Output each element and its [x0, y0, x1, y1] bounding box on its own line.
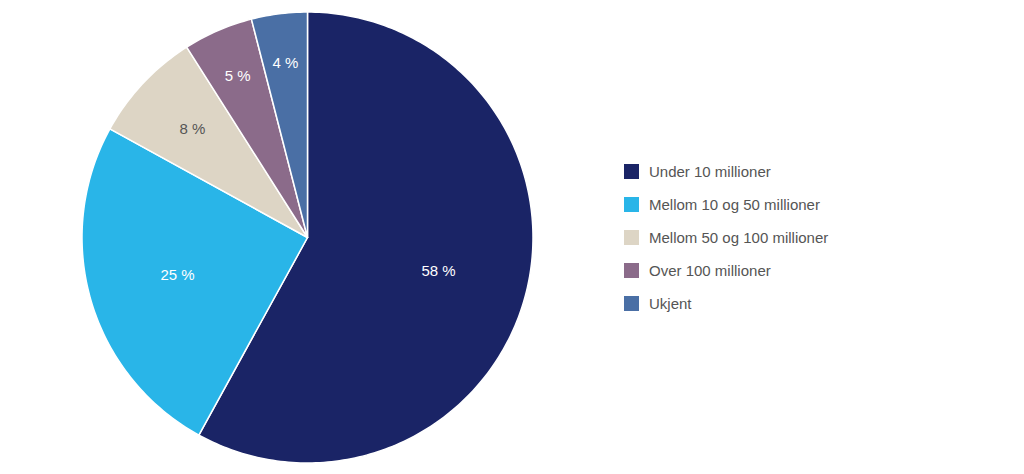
- svg-text:25 %: 25 %: [160, 266, 194, 283]
- html-text:Over 100 millioner: Over 100 millioner: [649, 261, 771, 279]
- html-text:Mellom 10 og 50 millioner: Mellom 10 og 50 millioner: [649, 195, 820, 213]
- html-text:Ukjent: Ukjent: [649, 294, 692, 312]
- svg-text:5 %: 5 %: [225, 67, 251, 84]
- svg-text:8 %: 8 %: [180, 120, 206, 137]
- html-text:Under 10 millioner: Under 10 millioner: [649, 162, 771, 180]
- html-text:Mellom 50 og 100 millioner: Mellom 50 og 100 millioner: [649, 228, 829, 246]
- svg-text:4 %: 4 %: [273, 54, 299, 71]
- svg-text:58 %: 58 %: [421, 262, 455, 279]
